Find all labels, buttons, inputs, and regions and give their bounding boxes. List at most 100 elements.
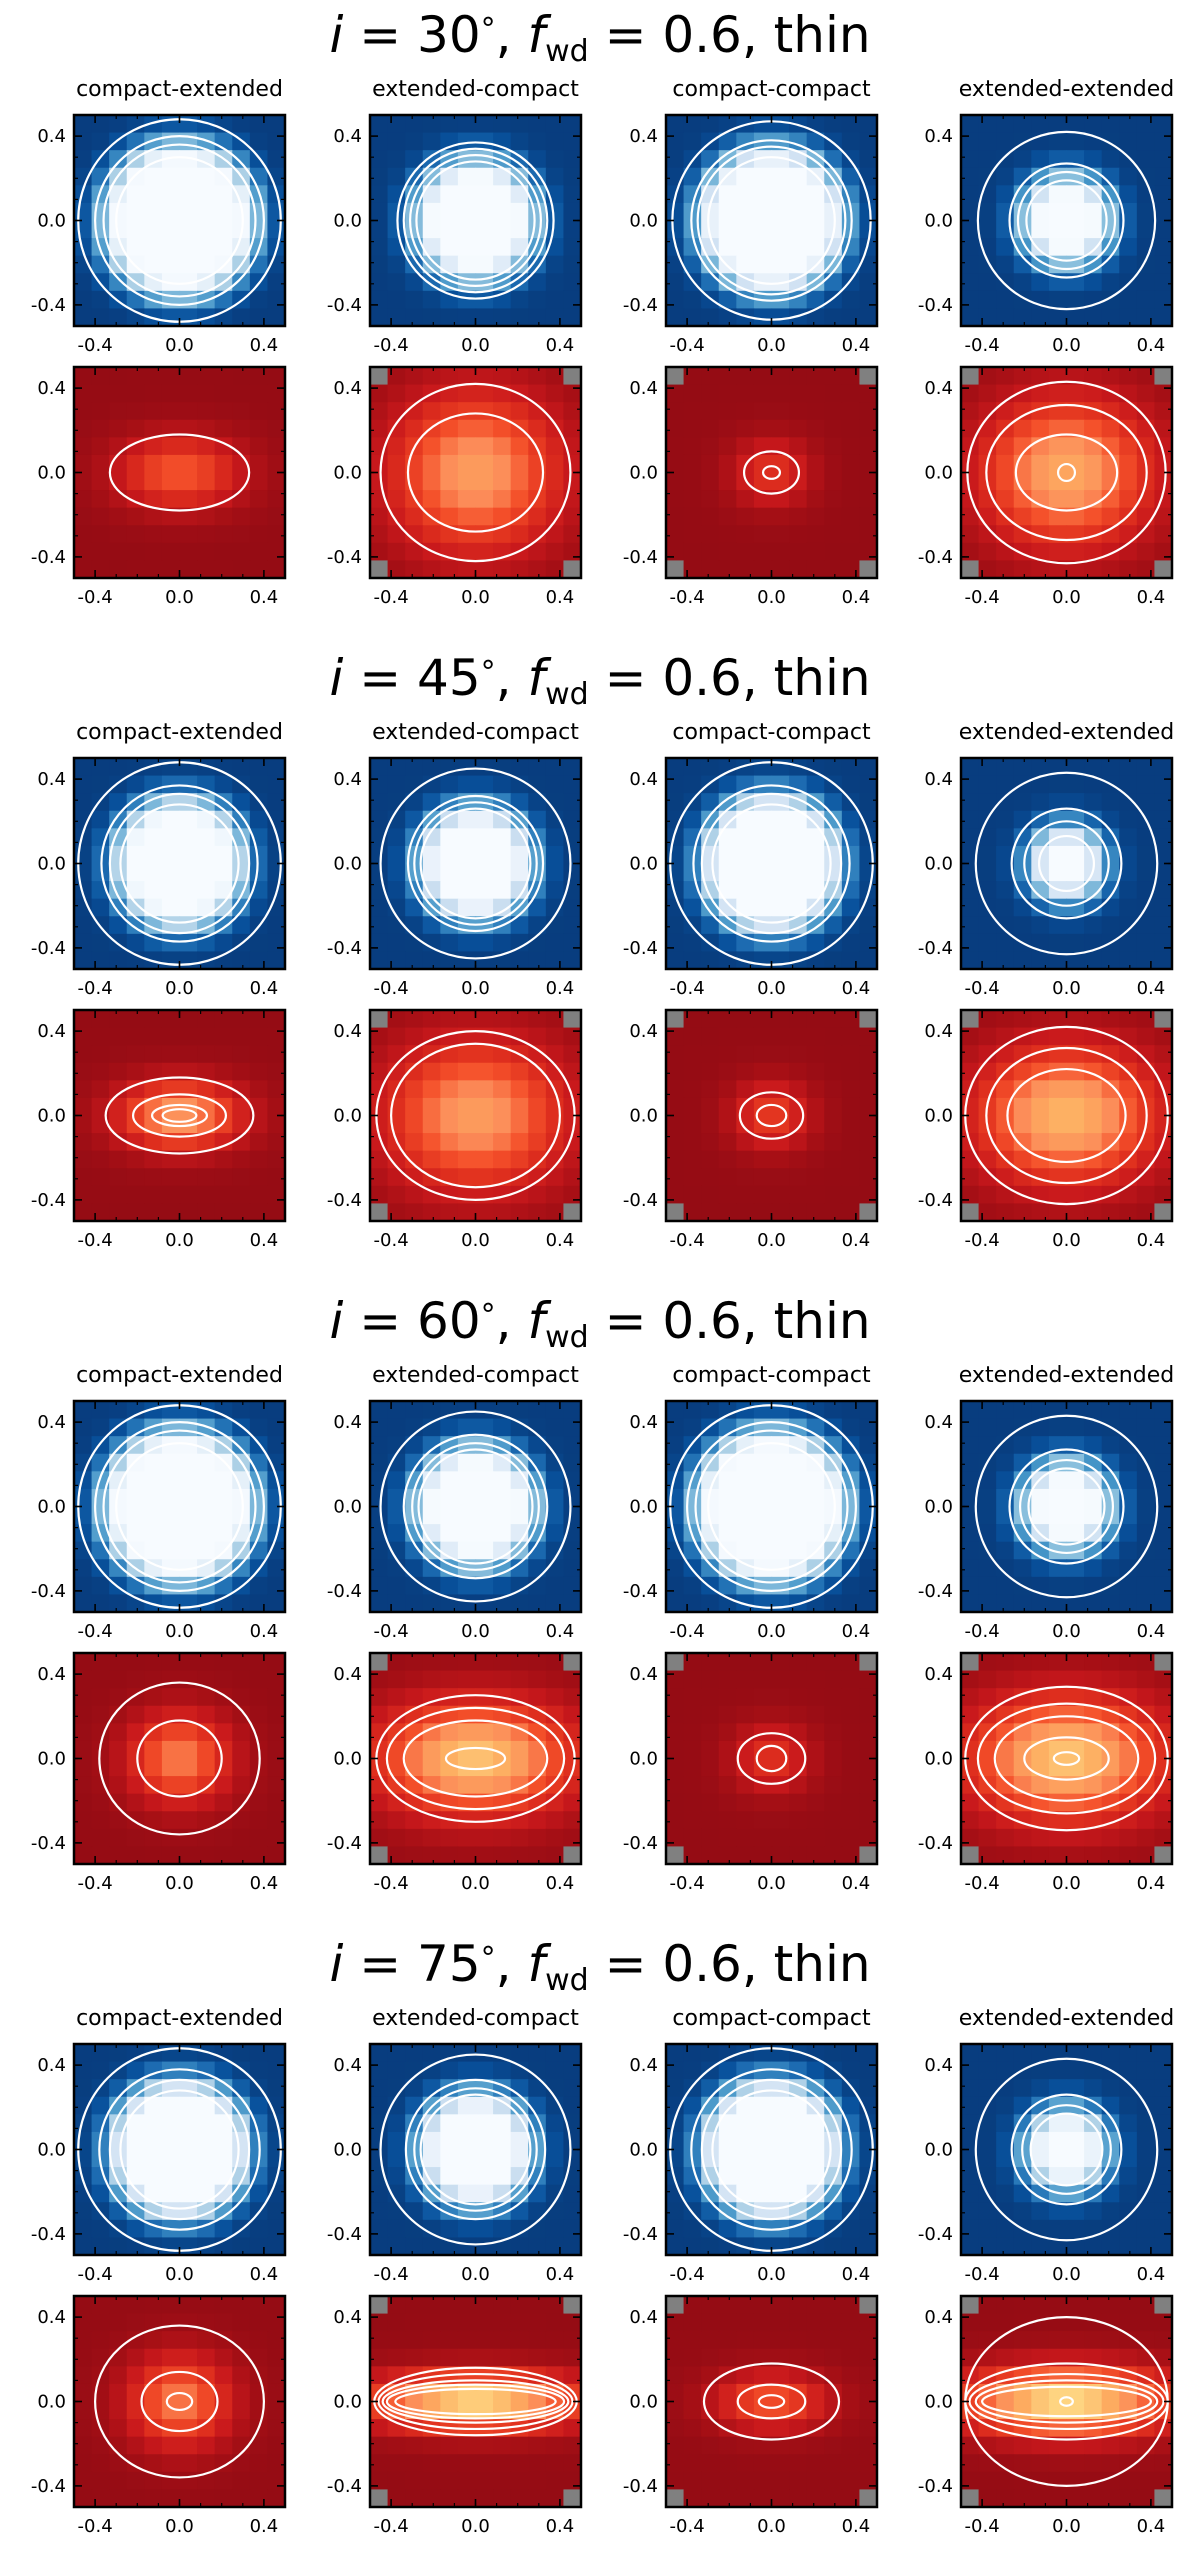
heatmap-cell bbox=[249, 1846, 269, 1865]
heatmap-cell bbox=[859, 1559, 878, 1578]
heatmap-cell bbox=[109, 402, 128, 421]
contour-line bbox=[379, 1410, 572, 1603]
heatmap-cell bbox=[961, 1097, 980, 1117]
heatmap-cell bbox=[1154, 1524, 1173, 1543]
contour-line bbox=[419, 807, 532, 920]
heatmap-cell bbox=[387, 863, 406, 882]
heatmap-cell bbox=[841, 1150, 861, 1169]
heatmap-cell bbox=[1031, 185, 1050, 204]
y-tick-label: -0.4 bbox=[918, 547, 953, 568]
heatmap-cell bbox=[91, 1811, 110, 1830]
y-tick-label: -0.4 bbox=[327, 1190, 362, 1211]
heatmap-cell bbox=[74, 1488, 93, 1508]
heatmap-cell bbox=[510, 951, 529, 970]
heatmap-cell bbox=[457, 402, 477, 421]
heatmap-cell bbox=[109, 367, 128, 386]
heatmap-cell bbox=[493, 881, 512, 900]
heatmap-cell bbox=[91, 1203, 110, 1222]
heatmap-cell bbox=[753, 1828, 773, 1848]
title-part: = 0.6, thin bbox=[589, 649, 871, 707]
heatmap-cell bbox=[859, 202, 878, 222]
heatmap-cell bbox=[701, 1594, 720, 1613]
heatmap-cell bbox=[475, 863, 494, 882]
y-tick-label: 0.4 bbox=[924, 126, 953, 147]
heatmap-cell bbox=[197, 1418, 216, 1437]
contour-line bbox=[408, 153, 543, 288]
heatmap-cell bbox=[1013, 1670, 1032, 1689]
heatmap-cell bbox=[144, 1653, 163, 1672]
heatmap-cell bbox=[144, 1488, 163, 1508]
heatmap-cell bbox=[74, 1133, 93, 1152]
heatmap-cell bbox=[197, 1559, 216, 1578]
title-part: , bbox=[496, 6, 528, 64]
heatmap-cell bbox=[214, 1524, 233, 1543]
heatmap-cell bbox=[74, 1010, 93, 1029]
heatmap-cell bbox=[996, 1594, 1015, 1613]
heatmap-cell bbox=[457, 150, 477, 169]
heatmap-cell bbox=[405, 1150, 424, 1169]
heatmap-cell bbox=[859, 1776, 878, 1795]
heatmap-cell bbox=[493, 308, 512, 327]
heatmap-cell bbox=[91, 1168, 110, 1187]
heatmap-cell bbox=[161, 1576, 181, 1596]
heatmap-cell bbox=[718, 1846, 737, 1865]
heatmap-cell bbox=[1101, 1115, 1120, 1134]
heatmap-cell bbox=[1136, 308, 1156, 327]
x-tick-label: 0.0 bbox=[1052, 978, 1081, 999]
heatmap-cell bbox=[753, 898, 773, 917]
heatmap-cell bbox=[753, 1524, 773, 1543]
heatmap-cell bbox=[859, 255, 878, 274]
heatmap-cell bbox=[1101, 1010, 1120, 1029]
heatmap-cell bbox=[701, 1846, 720, 1865]
contour-line bbox=[385, 1706, 566, 1811]
heatmap-cell bbox=[457, 1115, 477, 1134]
heatmap-cell bbox=[1136, 115, 1156, 134]
heatmap-cell bbox=[683, 472, 702, 491]
heatmap-cell bbox=[91, 1670, 110, 1689]
heatmap-cell bbox=[753, 863, 773, 882]
contour-lines bbox=[738, 1091, 805, 1140]
heatmap-cell bbox=[440, 1418, 459, 1437]
heatmap-cell bbox=[91, 1080, 110, 1099]
heatmap-cell bbox=[528, 1688, 547, 1707]
heatmap-cell bbox=[683, 1097, 702, 1117]
x-tick-label: -0.4 bbox=[965, 335, 1000, 356]
heatmap-cell bbox=[510, 255, 529, 274]
heatmap-cell bbox=[493, 115, 512, 134]
heatmap-cell bbox=[1066, 951, 1085, 970]
heatmap-cell bbox=[1084, 1488, 1103, 1508]
heatmap-cell bbox=[841, 402, 861, 421]
blue-panel-1-2: -0.4 0.0 0.4-0.40.00.4 bbox=[327, 113, 583, 356]
heatmap-cell bbox=[387, 167, 406, 186]
heatmap-cell bbox=[493, 1488, 512, 1508]
blue-panel-3-1: -0.4 0.0 0.4-0.40.00.4 bbox=[31, 1399, 287, 1642]
heatmap-cell bbox=[144, 202, 163, 222]
heatmap-cell bbox=[1084, 898, 1103, 917]
heatmap-cell bbox=[232, 1846, 251, 1865]
heatmap-cell bbox=[771, 1401, 790, 1420]
heatmap-cell bbox=[841, 1576, 861, 1596]
heatmap-cell bbox=[978, 1436, 997, 1455]
heatmap-cell bbox=[1066, 202, 1085, 222]
heatmap-cell bbox=[405, 1418, 424, 1437]
heatmap-cell bbox=[249, 810, 269, 829]
heatmap-cell bbox=[545, 1185, 565, 1205]
heatmap-cell bbox=[736, 419, 755, 438]
heatmap-cell bbox=[249, 1401, 269, 1420]
heatmap-cell bbox=[563, 185, 582, 204]
heatmap-cell bbox=[859, 1080, 878, 1099]
heatmap-cell bbox=[370, 167, 389, 186]
heatmap-cell bbox=[996, 454, 1015, 474]
heatmap-cell bbox=[771, 220, 790, 239]
heatmap-cell bbox=[74, 132, 93, 151]
heatmap-cell bbox=[753, 454, 773, 474]
y-tick-label: 0.0 bbox=[37, 854, 66, 875]
heatmap-cell bbox=[1119, 255, 1138, 274]
heatmap-cell bbox=[806, 437, 825, 456]
heatmap-cell bbox=[510, 472, 529, 491]
heatmap-cell bbox=[510, 898, 529, 917]
contour-lines bbox=[379, 382, 572, 563]
heatmap-cell bbox=[528, 1453, 547, 1472]
heatmap-cell bbox=[109, 1594, 128, 1613]
heatmap-cell bbox=[1048, 202, 1068, 222]
